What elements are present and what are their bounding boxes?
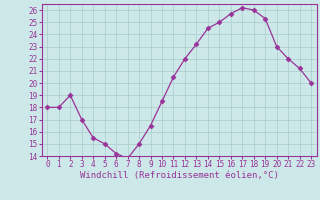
X-axis label: Windchill (Refroidissement éolien,°C): Windchill (Refroidissement éolien,°C) xyxy=(80,171,279,180)
